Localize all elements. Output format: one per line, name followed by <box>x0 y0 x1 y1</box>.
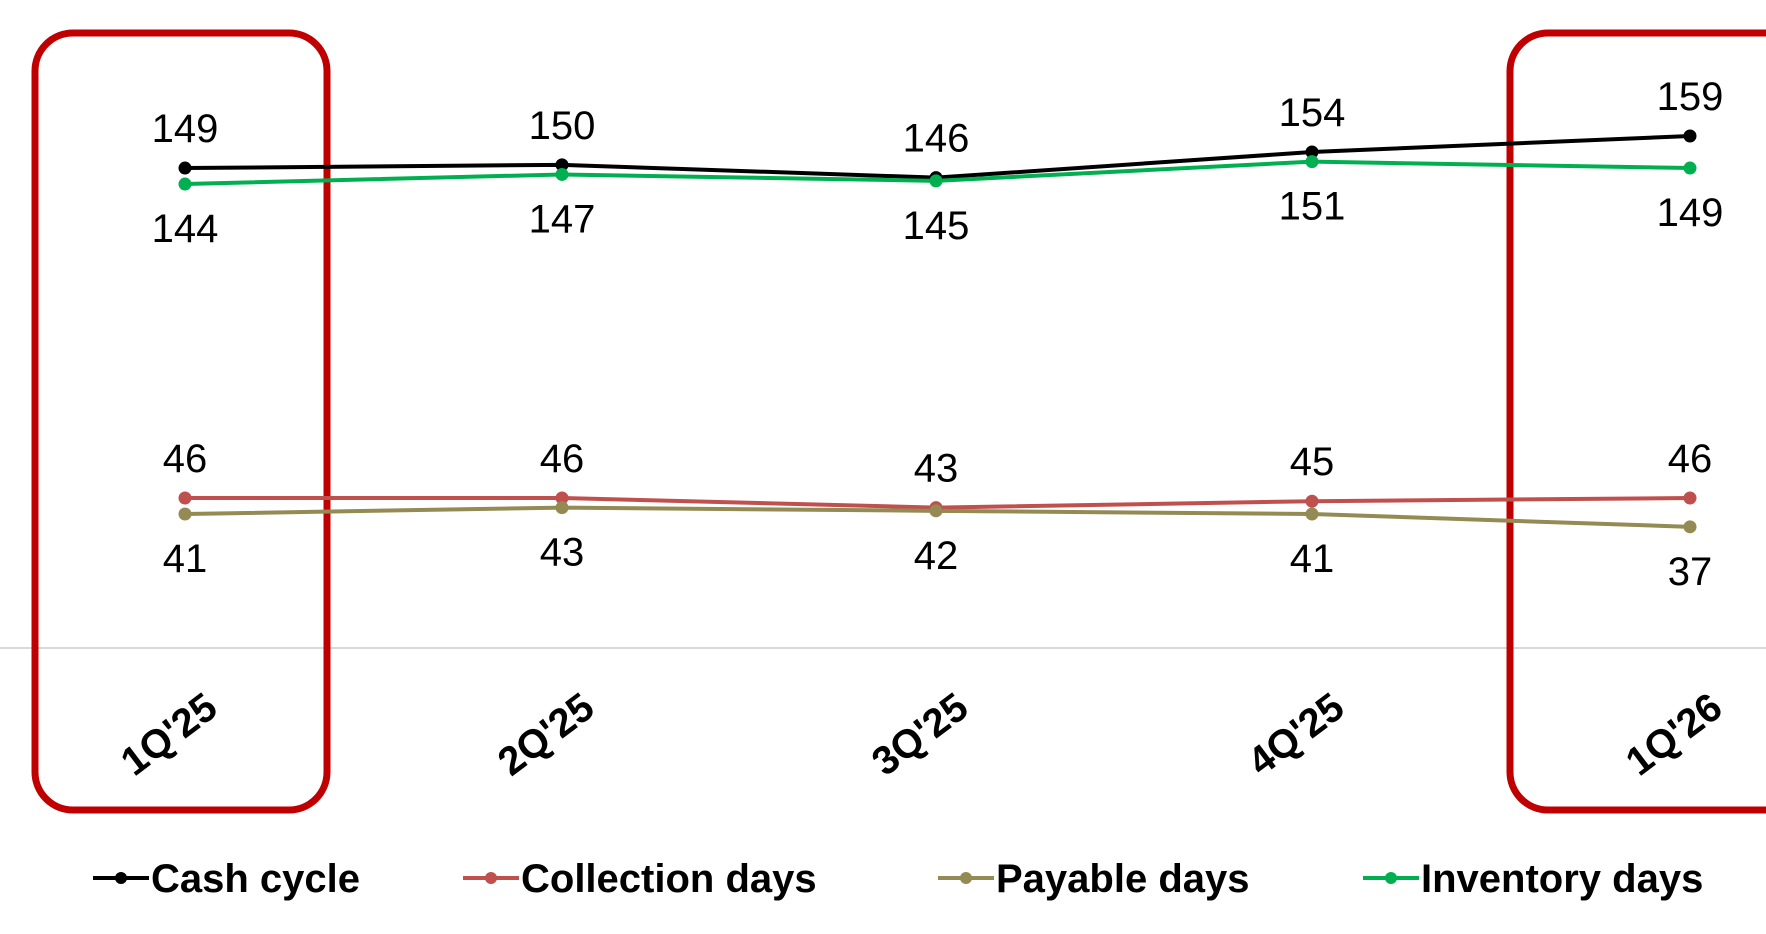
data-point-inventory-days <box>1305 155 1319 169</box>
legend-swatch-marker <box>485 872 497 884</box>
data-point-payable-days <box>178 507 192 521</box>
data-label-payable-days: 41 <box>163 537 208 581</box>
series-points <box>178 129 1697 534</box>
highlight-box-1Q25 <box>31 29 331 814</box>
data-point-payable-days <box>1305 507 1319 521</box>
data-point-cash-cycle <box>1305 145 1319 159</box>
legend-label: Inventory days <box>1421 857 1703 901</box>
data-label-cash-cycle: 150 <box>529 104 596 148</box>
data-point-inventory-days <box>555 167 569 181</box>
data-point-collection-days <box>178 491 192 505</box>
legend-item-inventory-days: Inventory days <box>1363 857 1703 901</box>
legend: Cash cycle Collection days Payable days Inv… <box>93 857 1703 901</box>
data-label-inventory-days: 147 <box>529 197 596 241</box>
x-axis-tick-labels: 1Q'25 2Q'25 3Q'25 4Q'25 1Q'26 <box>113 685 1730 785</box>
data-point-collection-days <box>555 491 569 505</box>
x-tick-label: 4Q'25 <box>1240 685 1352 785</box>
data-label-inventory-days: 149 <box>1657 191 1724 235</box>
legend-label: Collection days <box>521 857 817 901</box>
data-point-cash-cycle <box>178 161 192 175</box>
data-label-payable-days: 42 <box>914 534 959 578</box>
data-label-inventory-days: 145 <box>903 204 970 248</box>
data-point-payable-days <box>929 504 943 518</box>
data-point-cash-cycle <box>1683 129 1697 143</box>
data-label-collection-days: 46 <box>163 437 208 481</box>
legend-label: Payable days <box>996 857 1250 901</box>
data-point-cash-cycle <box>555 158 569 172</box>
legend-swatch-marker <box>1385 872 1397 884</box>
data-point-inventory-days <box>929 174 943 188</box>
highlight-boxes <box>31 29 1766 814</box>
legend-item-collection-days: Collection days <box>463 857 817 901</box>
data-label-payable-days: 41 <box>1290 537 1335 581</box>
x-tick-label: 1Q'25 <box>113 685 225 785</box>
data-label-collection-days: 46 <box>1668 437 1713 481</box>
data-label-cash-cycle: 146 <box>903 117 970 161</box>
data-label-cash-cycle: 154 <box>1279 91 1346 135</box>
data-label-cash-cycle: 149 <box>152 107 219 151</box>
data-label-cash-cycle: 159 <box>1657 75 1724 119</box>
legend-swatch-marker <box>115 872 127 884</box>
data-point-inventory-days <box>1683 161 1697 175</box>
x-tick-label: 1Q'26 <box>1618 685 1730 785</box>
legend-swatch-marker <box>960 872 972 884</box>
x-tick-label: 3Q'25 <box>864 685 976 785</box>
legend-item-cash-cycle: Cash cycle <box>93 857 360 901</box>
data-label-collection-days: 45 <box>1290 440 1335 484</box>
data-point-payable-days <box>555 501 569 515</box>
data-point-collection-days <box>1683 491 1697 505</box>
data-label-collection-days: 46 <box>540 437 585 481</box>
data-label-collection-days: 43 <box>914 447 959 491</box>
highlight-box-1Q26 <box>1506 29 1766 814</box>
legend-item-payable-days: Payable days <box>938 857 1250 901</box>
data-label-inventory-days: 144 <box>152 207 219 251</box>
data-label-inventory-days: 151 <box>1279 185 1346 229</box>
x-tick-label: 2Q'25 <box>490 685 602 785</box>
data-label-payable-days: 37 <box>1668 550 1713 594</box>
data-label-payable-days: 43 <box>540 531 585 575</box>
data-point-inventory-days <box>178 177 192 191</box>
data-labels: 149 150 146 154 159 46 46 43 45 46 41 43 42 41 37 144 14… <box>152 75 1724 594</box>
data-point-payable-days <box>1683 520 1697 534</box>
data-point-collection-days <box>1305 494 1319 508</box>
legend-label: Cash cycle <box>151 857 360 901</box>
